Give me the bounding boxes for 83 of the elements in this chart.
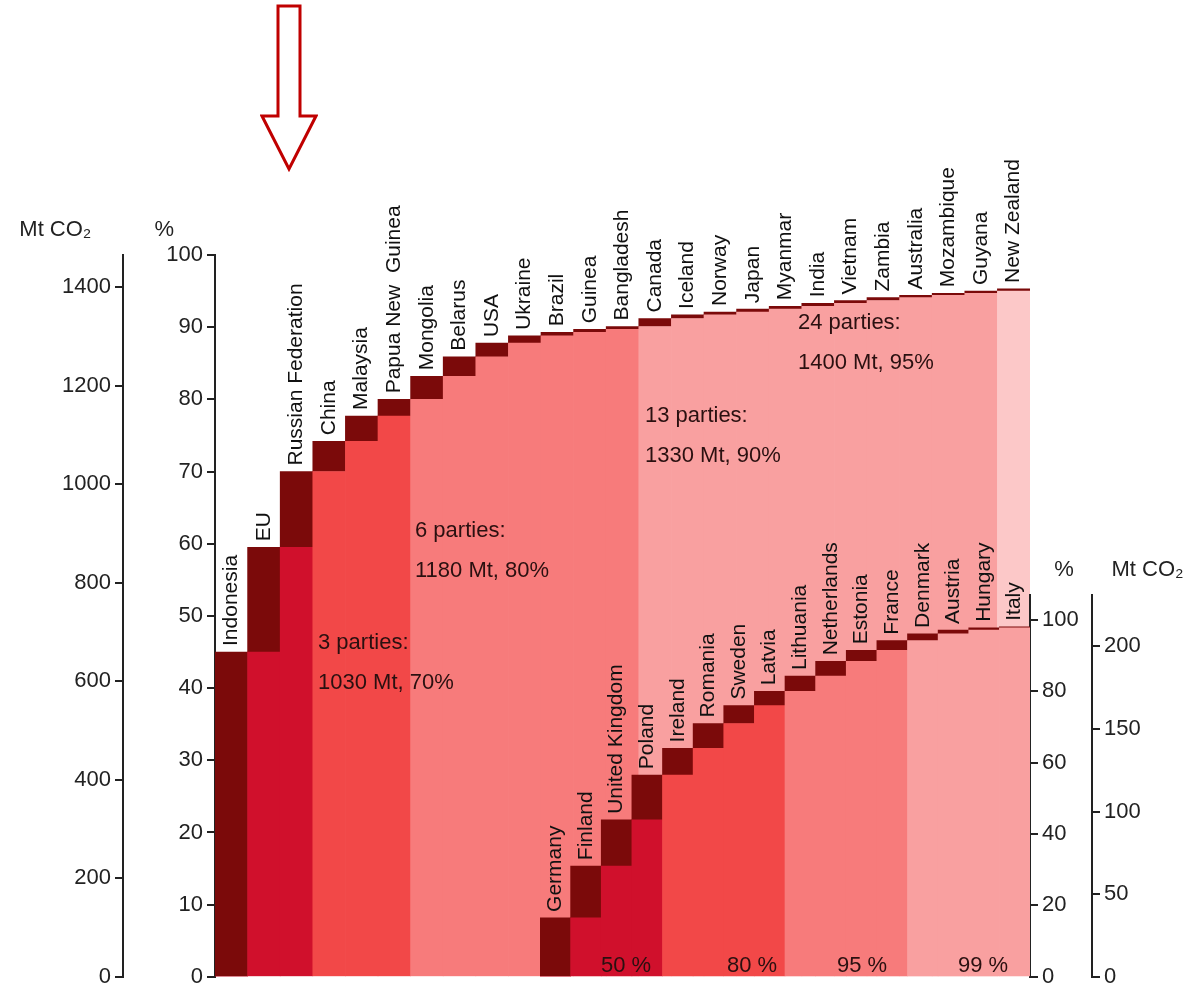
x-tick-label: Indonesia <box>218 554 242 646</box>
x-tick-label: Norway <box>707 234 731 307</box>
y2-tick-label: 200 <box>74 864 111 890</box>
x-tick-label: Malaysia <box>348 326 372 410</box>
y2-tick-label: 1200 <box>62 371 111 397</box>
x-tick-label: Mozambique <box>935 167 959 288</box>
x-tick-label: Australia <box>902 207 926 290</box>
y2-tick-label: 800 <box>74 568 111 594</box>
y-tick-label: 90 <box>178 313 203 339</box>
x-tick-label: Russian Federation <box>283 283 307 466</box>
y-tick-label: 40 <box>1042 820 1067 846</box>
x-tick-label: Belarus <box>446 279 470 351</box>
y-tick-label: 70 <box>178 457 203 483</box>
y-tick-label: 20 <box>1042 891 1067 917</box>
x-tick-label: Guyana <box>967 211 991 286</box>
y-tick-label: 60 <box>178 529 203 555</box>
x-tick-label: EU <box>250 512 274 542</box>
x-tick-label: Zambia <box>870 221 894 292</box>
x-tick-label: France <box>878 569 902 635</box>
x-tick-label: Latvia <box>756 628 780 686</box>
x-tick-label: New Zealand <box>1000 159 1024 283</box>
y2-tick-label: 200 <box>1104 632 1141 658</box>
x-tick-label: Mongolia <box>413 284 437 371</box>
y-tick-label: 80 <box>1042 677 1067 703</box>
x-tick-label: Poland <box>633 703 657 770</box>
y-tick-label: 40 <box>178 674 203 700</box>
y2-tick-label: 150 <box>1104 714 1141 740</box>
x-tick-label: Denmark <box>909 542 933 628</box>
y-axis-title: % <box>154 216 175 242</box>
y2-tick-label: 1000 <box>62 470 111 496</box>
x-tick-label: Papua New Guinea <box>381 205 405 394</box>
x-tick-label: Germany <box>542 825 566 912</box>
y2-tick-label: 600 <box>74 667 111 693</box>
y-axis-title: % <box>1054 556 1074 582</box>
x-tick-label: Ireland <box>664 678 688 743</box>
x-tick-label: Hungary <box>970 541 994 622</box>
x-tick-label: Ukraine <box>511 257 535 330</box>
y2-tick-label: 1400 <box>62 273 111 299</box>
y-tick-label: 0 <box>1042 962 1055 988</box>
annotation: 6 parties: 1180 Mt, 80% <box>415 517 550 583</box>
x-tick-label: India <box>804 251 828 298</box>
annotation: 24 parties: 1400 Mt, 95% <box>798 309 934 375</box>
y-tick-label: 100 <box>1042 606 1079 632</box>
x-tick-label: Iceland <box>674 241 698 309</box>
y-tick-label: 30 <box>178 746 203 772</box>
y2-tick-label: 0 <box>98 962 111 988</box>
y-tick-label: 0 <box>190 962 203 988</box>
annotation: 99 % <box>957 952 1009 978</box>
y2-tick-label: 0 <box>1104 962 1117 988</box>
annotation: 13 parties: 1330 Mt, 90% <box>645 402 781 468</box>
x-tick-label: Guinea <box>576 255 600 324</box>
y2-tick-label: 100 <box>1104 797 1141 823</box>
y-tick-label: 10 <box>178 890 203 916</box>
y2-tick-label: 50 <box>1104 880 1129 906</box>
y-tick-label: 60 <box>1042 748 1067 774</box>
x-tick-label: Sweden <box>725 623 749 700</box>
annotation: 95 % <box>836 952 888 978</box>
y2-tick-label: 400 <box>74 765 111 791</box>
x-tick-label: Austria <box>940 558 964 624</box>
y2-axis-title: Mt CO₂ <box>1111 556 1184 582</box>
annotation: 3 parties: 1030 Mt, 70% <box>318 629 454 695</box>
x-tick-label: Canada <box>641 238 665 313</box>
x-tick-label: United Kingdom <box>603 664 627 814</box>
x-tick-label: China <box>315 380 339 436</box>
y-tick-label: 80 <box>178 385 203 411</box>
x-tick-label: Italy <box>1001 581 1025 621</box>
annotation: 80 % <box>726 952 778 978</box>
x-tick-label: Japan <box>739 245 763 304</box>
annotation: 50 % <box>600 952 652 978</box>
x-tick-label: Romania <box>695 633 719 718</box>
x-tick-label: USA <box>478 293 502 338</box>
x-tick-label: Lithuania <box>787 584 811 670</box>
y2-axis-title: Mt CO₂ <box>19 216 92 242</box>
y-tick-label: 100 <box>166 241 203 267</box>
x-tick-label: Bangladesh <box>609 209 633 321</box>
y-tick-label: 20 <box>178 818 203 844</box>
y-tick-label: 50 <box>178 601 203 627</box>
x-tick-label: Netherlands <box>817 542 841 656</box>
x-tick-label: Myanmar <box>772 212 796 301</box>
x-tick-label: Brazil <box>544 273 568 327</box>
x-tick-label: Estonia <box>848 573 872 645</box>
x-tick-label: Vietnam <box>837 217 861 295</box>
x-tick-label: Finland <box>572 791 596 861</box>
